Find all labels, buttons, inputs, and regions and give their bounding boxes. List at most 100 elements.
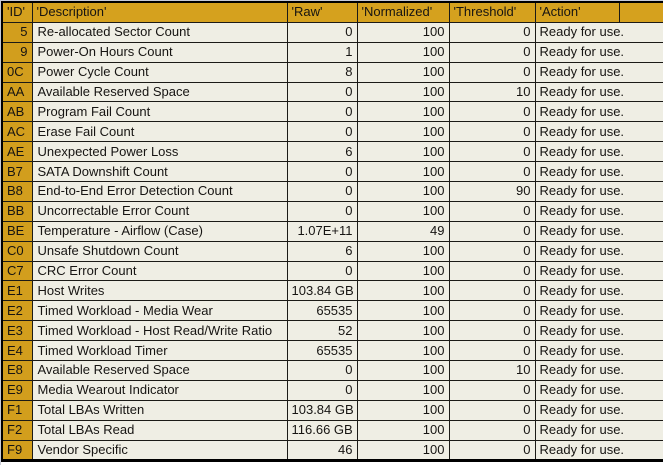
- cell-attribute-id[interactable]: B7: [1, 161, 33, 183]
- cell-threshold-value[interactable]: 0: [448, 41, 536, 63]
- cell-attribute-id[interactable]: E2: [1, 300, 33, 322]
- cell-action[interactable]: Ready for use.: [534, 220, 663, 242]
- cell-attribute-id[interactable]: 9: [1, 41, 33, 63]
- cell-raw-value[interactable]: 0: [286, 181, 358, 202]
- cell-action[interactable]: Ready for use.: [534, 161, 663, 183]
- header-cell-id[interactable]: 'ID': [1, 1, 33, 23]
- cell-attribute-id[interactable]: BE: [1, 220, 33, 242]
- cell-normalized-value[interactable]: 100: [356, 260, 450, 282]
- cell-description[interactable]: Timed Workload - Host Read/Write Ratio: [31, 320, 288, 342]
- cell-action[interactable]: Ready for use.: [534, 439, 663, 462]
- cell-description[interactable]: Unexpected Power Loss: [31, 141, 288, 163]
- cell-normalized-value[interactable]: 100: [356, 61, 450, 83]
- cell-description[interactable]: Available Reserved Space: [31, 360, 288, 381]
- cell-description[interactable]: Uncorrectable Error Count: [31, 200, 288, 222]
- cell-action[interactable]: Ready for use.: [534, 81, 663, 103]
- cell-description[interactable]: Power Cycle Count: [31, 61, 288, 83]
- cell-attribute-id[interactable]: E3: [1, 320, 33, 342]
- header-cell-extra[interactable]: [618, 1, 663, 23]
- cell-description[interactable]: Timed Workload - Media Wear: [31, 300, 288, 322]
- cell-raw-value[interactable]: 0: [286, 360, 358, 381]
- cell-raw-value[interactable]: 0: [286, 121, 358, 143]
- cell-action[interactable]: Ready for use.: [534, 399, 663, 421]
- cell-threshold-value[interactable]: 0: [448, 161, 536, 183]
- cell-normalized-value[interactable]: 100: [356, 240, 450, 262]
- cell-threshold-value[interactable]: 0: [448, 280, 536, 302]
- cell-threshold-value[interactable]: 0: [448, 240, 536, 262]
- cell-threshold-value[interactable]: 0: [448, 320, 536, 342]
- cell-attribute-id[interactable]: F9: [1, 439, 33, 462]
- cell-normalized-value[interactable]: 100: [356, 181, 450, 202]
- cell-threshold-value[interactable]: 0: [448, 21, 536, 43]
- cell-raw-value[interactable]: 46: [286, 439, 358, 462]
- cell-raw-value[interactable]: 0: [286, 161, 358, 183]
- cell-threshold-value[interactable]: 0: [448, 121, 536, 143]
- cell-normalized-value[interactable]: 100: [356, 141, 450, 163]
- cell-raw-value[interactable]: 65535: [286, 340, 358, 362]
- cell-action[interactable]: Ready for use.: [534, 360, 663, 381]
- cell-threshold-value[interactable]: 0: [448, 379, 536, 401]
- cell-threshold-value[interactable]: 0: [448, 439, 536, 462]
- cell-description[interactable]: Host Writes: [31, 280, 288, 302]
- cell-description[interactable]: Temperature - Airflow (Case): [31, 220, 288, 242]
- cell-action[interactable]: Ready for use.: [534, 240, 663, 262]
- cell-threshold-value[interactable]: 10: [448, 81, 536, 103]
- cell-normalized-value[interactable]: 100: [356, 121, 450, 143]
- cell-threshold-value[interactable]: 0: [448, 300, 536, 322]
- header-cell-description[interactable]: 'Description': [31, 1, 288, 23]
- cell-attribute-id[interactable]: E9: [1, 379, 33, 401]
- cell-attribute-id[interactable]: AB: [1, 101, 33, 123]
- cell-description[interactable]: CRC Error Count: [31, 260, 288, 282]
- cell-description[interactable]: SATA Downshift Count: [31, 161, 288, 183]
- cell-attribute-id[interactable]: AA: [1, 81, 33, 103]
- header-cell-action[interactable]: 'Action': [534, 1, 620, 23]
- cell-action[interactable]: Ready for use.: [534, 379, 663, 401]
- cell-raw-value[interactable]: 6: [286, 240, 358, 262]
- cell-attribute-id[interactable]: E4: [1, 340, 33, 362]
- cell-threshold-value[interactable]: 90: [448, 181, 536, 202]
- cell-raw-value[interactable]: 65535: [286, 300, 358, 322]
- cell-attribute-id[interactable]: E1: [1, 280, 33, 302]
- cell-raw-value[interactable]: 0: [286, 200, 358, 222]
- cell-threshold-value[interactable]: 0: [448, 220, 536, 242]
- cell-attribute-id[interactable]: 5: [1, 21, 33, 43]
- cell-normalized-value[interactable]: 100: [356, 200, 450, 222]
- cell-action[interactable]: Ready for use.: [534, 340, 663, 362]
- cell-raw-value[interactable]: 0: [286, 81, 358, 103]
- cell-action[interactable]: Ready for use.: [534, 280, 663, 302]
- cell-description[interactable]: Program Fail Count: [31, 101, 288, 123]
- cell-normalized-value[interactable]: 100: [356, 439, 450, 462]
- cell-raw-value[interactable]: 1: [286, 41, 358, 63]
- cell-attribute-id[interactable]: E8: [1, 360, 33, 381]
- cell-action[interactable]: Ready for use.: [534, 419, 663, 441]
- cell-normalized-value[interactable]: 100: [356, 161, 450, 183]
- cell-action[interactable]: Ready for use.: [534, 320, 663, 342]
- cell-raw-value[interactable]: 0: [286, 21, 358, 43]
- cell-normalized-value[interactable]: 100: [356, 419, 450, 441]
- header-cell-threshold[interactable]: 'Threshold': [448, 1, 536, 23]
- cell-action[interactable]: Ready for use.: [534, 260, 663, 282]
- cell-attribute-id[interactable]: F2: [1, 419, 33, 441]
- cell-description[interactable]: Total LBAs Written: [31, 399, 288, 421]
- cell-attribute-id[interactable]: F1: [1, 399, 33, 421]
- cell-description[interactable]: Media Wearout Indicator: [31, 379, 288, 401]
- cell-description[interactable]: Erase Fail Count: [31, 121, 288, 143]
- cell-normalized-value[interactable]: 100: [356, 81, 450, 103]
- cell-action[interactable]: Ready for use.: [534, 21, 663, 43]
- cell-threshold-value[interactable]: 10: [448, 360, 536, 381]
- cell-action[interactable]: Ready for use.: [534, 300, 663, 322]
- cell-description[interactable]: Power-On Hours Count: [31, 41, 288, 63]
- cell-attribute-id[interactable]: C0: [1, 240, 33, 262]
- cell-description[interactable]: Timed Workload Timer: [31, 340, 288, 362]
- cell-threshold-value[interactable]: 0: [448, 340, 536, 362]
- cell-normalized-value[interactable]: 100: [356, 360, 450, 381]
- cell-raw-value[interactable]: 103.84 GB: [286, 280, 358, 302]
- cell-attribute-id[interactable]: C7: [1, 260, 33, 282]
- cell-raw-value[interactable]: 8: [286, 61, 358, 83]
- cell-normalized-value[interactable]: 100: [356, 379, 450, 401]
- cell-normalized-value[interactable]: 100: [356, 41, 450, 63]
- cell-normalized-value[interactable]: 100: [356, 300, 450, 322]
- cell-action[interactable]: Ready for use.: [534, 121, 663, 143]
- cell-threshold-value[interactable]: 0: [448, 200, 536, 222]
- cell-threshold-value[interactable]: 0: [448, 399, 536, 421]
